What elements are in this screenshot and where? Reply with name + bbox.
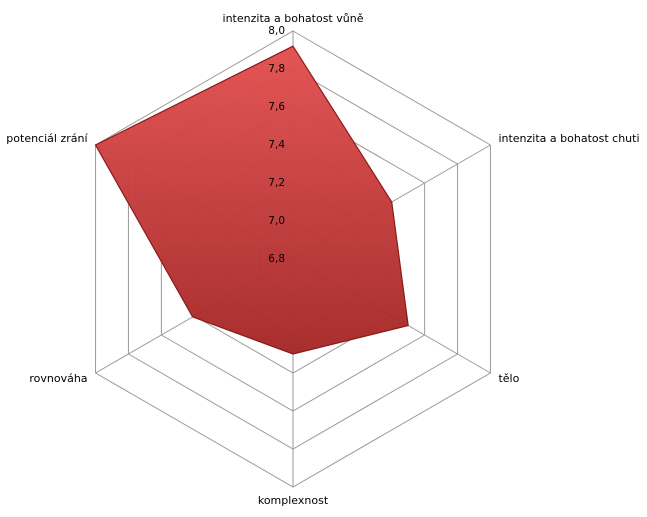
- data-area: [94, 45, 409, 355]
- tick-label: 7,6: [268, 101, 285, 113]
- category-label: intenzita a bohatost vůně: [223, 12, 364, 25]
- category-label: tělo: [498, 372, 519, 385]
- category-label: komplexnost: [258, 494, 329, 507]
- tick-label: 6,8: [268, 253, 285, 265]
- tick-label: 7,2: [268, 177, 285, 189]
- tick-label: 7,8: [268, 63, 285, 75]
- tick-label: 8,0: [268, 25, 285, 37]
- category-label: rovnováha: [29, 372, 87, 385]
- category-label: intenzita a bohatost chuti: [498, 132, 639, 145]
- plot: [94, 45, 409, 355]
- tick-label: 7,4: [268, 139, 285, 151]
- category-label: potenciál zrání: [6, 132, 88, 145]
- tick-label: 7,0: [268, 215, 285, 227]
